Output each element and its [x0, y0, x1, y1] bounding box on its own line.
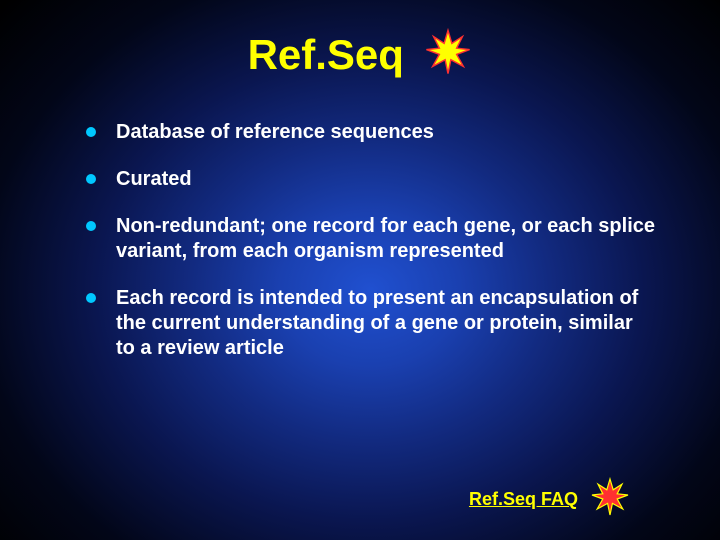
bullet-dot: [86, 127, 96, 137]
title-area: Ref.Seq: [0, 28, 720, 81]
bullet-text: Non-redundant; one record for each gene,…: [116, 214, 656, 264]
faq-area: Ref.Seq FAQ: [469, 477, 630, 522]
bullet-dot: [86, 221, 96, 231]
bullet-dot: [86, 174, 96, 184]
list-item: Non-redundant; one record for each gene,…: [86, 214, 656, 264]
list-item: Curated: [86, 167, 656, 192]
bullet-text: Curated: [116, 167, 192, 192]
bullet-text: Database of reference sequences: [116, 120, 434, 145]
star-icon: [424, 28, 472, 81]
star-icon: [590, 477, 630, 522]
bullet-list: Database of reference sequences Curated …: [86, 120, 656, 383]
list-item: Each record is intended to present an en…: [86, 286, 656, 361]
bullet-text: Each record is intended to present an en…: [116, 286, 656, 361]
slide-title: Ref.Seq: [248, 31, 404, 79]
faq-link[interactable]: Ref.Seq FAQ: [469, 489, 578, 510]
bullet-dot: [86, 293, 96, 303]
list-item: Database of reference sequences: [86, 120, 656, 145]
